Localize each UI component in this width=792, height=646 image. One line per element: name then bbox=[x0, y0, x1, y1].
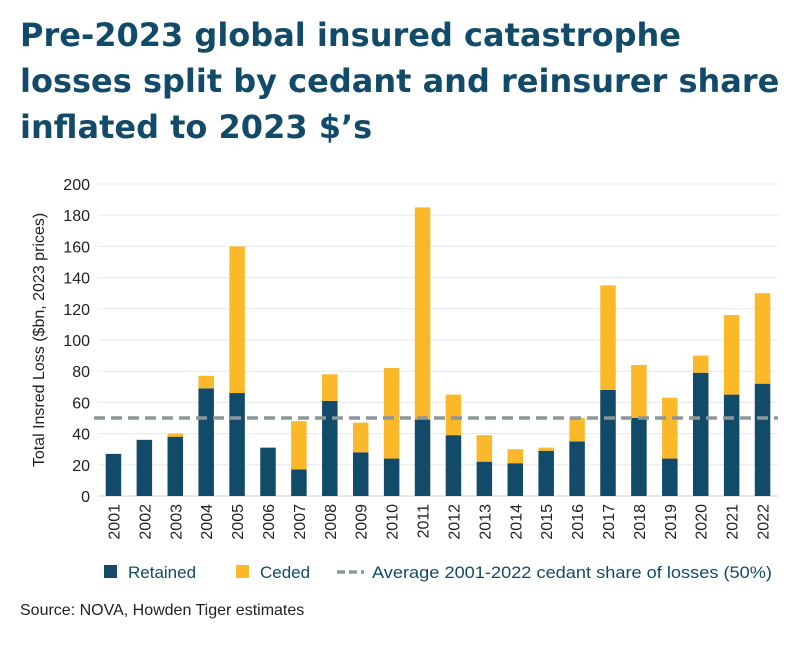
bar-retained-2005 bbox=[229, 393, 245, 496]
bar-retained-2020 bbox=[692, 372, 709, 496]
bar-ceded-2004 bbox=[198, 375, 214, 389]
x-tick-label: 2006 bbox=[261, 504, 278, 540]
chart-title-line-1: Pre-2023 global insured catastrophe bbox=[20, 16, 681, 54]
bar-retained-2019 bbox=[662, 458, 678, 496]
legend-swatch-ceded bbox=[236, 565, 249, 578]
bar-ceded-2013 bbox=[476, 435, 493, 462]
x-tick-label: 2017 bbox=[601, 504, 618, 540]
x-tick-label: 2010 bbox=[385, 504, 402, 540]
bar-retained-2009 bbox=[352, 452, 369, 496]
y-tick-label: 60 bbox=[72, 395, 90, 412]
x-tick-label: 2014 bbox=[508, 504, 525, 540]
legend-label-average: Average 2001-2022 cedant share of losses… bbox=[372, 563, 772, 582]
bar-ceded-2009 bbox=[352, 422, 369, 453]
legend-label-retained: Retained bbox=[128, 563, 196, 582]
y-tick-label: 40 bbox=[72, 427, 90, 444]
bar-retained-2008 bbox=[322, 400, 338, 496]
y-tick-label: 180 bbox=[63, 208, 90, 225]
bar-ceded-2007 bbox=[291, 421, 307, 470]
x-tick-label: 2003 bbox=[168, 504, 185, 540]
bar-ceded-2019 bbox=[662, 397, 678, 459]
bar-ceded-2017 bbox=[600, 285, 616, 390]
y-tick-label: 120 bbox=[63, 302, 90, 319]
x-tick-label: 2005 bbox=[230, 504, 247, 540]
legend-swatch-retained bbox=[104, 565, 117, 578]
bar-ceded-2011 bbox=[414, 207, 431, 420]
bar-retained-2014 bbox=[507, 463, 524, 496]
y-tick-label: 200 bbox=[63, 177, 90, 194]
x-tick-label: 2004 bbox=[199, 504, 216, 540]
bar-ceded-2022 bbox=[754, 293, 771, 384]
legend-label-ceded: Ceded bbox=[260, 563, 310, 582]
bar-ceded-2010 bbox=[383, 368, 400, 459]
y-tick-label: 140 bbox=[63, 271, 90, 288]
y-tick-label: 20 bbox=[72, 458, 90, 475]
x-tick-label: 2022 bbox=[756, 504, 773, 540]
bar-retained-2021 bbox=[723, 394, 740, 496]
bar-ceded-2012 bbox=[445, 394, 462, 436]
bar-retained-2016 bbox=[569, 441, 585, 496]
chart-title-line-2: losses split by cedant and reinsurer sha… bbox=[20, 62, 780, 100]
bar-ceded-2005 bbox=[229, 246, 245, 394]
bar-retained-2018 bbox=[631, 418, 647, 496]
x-tick-label: 2015 bbox=[539, 504, 556, 540]
x-tick-label: 2018 bbox=[632, 504, 649, 540]
chart-title: Pre-2023 global insured catastrophe loss… bbox=[20, 12, 790, 150]
bar-retained-2004 bbox=[198, 388, 214, 496]
bar-retained-2003 bbox=[167, 436, 184, 496]
bar-retained-2010 bbox=[383, 458, 400, 496]
x-tick-label: 2001 bbox=[106, 504, 123, 540]
x-tick-label: 2019 bbox=[663, 504, 680, 540]
bar-retained-2011 bbox=[414, 419, 431, 496]
bar-retained-2022 bbox=[754, 383, 771, 496]
source-note: Source: NOVA, Howden Tiger estimates bbox=[20, 602, 305, 619]
y-axis-label: Total Insred Loss ($bn, 2023 prices) bbox=[31, 213, 48, 467]
x-tick-label: 2002 bbox=[137, 504, 154, 540]
x-tick-label: 2016 bbox=[570, 504, 587, 540]
x-tick-label: 2021 bbox=[725, 504, 742, 540]
bar-ceded-2016 bbox=[569, 418, 585, 442]
y-tick-label: 0 bbox=[81, 489, 90, 506]
bar-ceded-2008 bbox=[322, 374, 338, 401]
x-tick-label: 2013 bbox=[477, 504, 494, 540]
bar-ceded-2021 bbox=[723, 315, 740, 395]
stacked-bar-chart: 0 20 40 60 80 100 120 140 160 180 200 Total Insred … bbox=[31, 177, 778, 582]
bar-retained-2017 bbox=[600, 389, 616, 496]
x-tick-label: 2009 bbox=[354, 504, 371, 540]
x-tick-label: 2007 bbox=[292, 504, 309, 540]
bar-ceded-2003 bbox=[167, 433, 184, 437]
bar-ceded-2018 bbox=[631, 364, 647, 418]
y-tick-label: 160 bbox=[63, 239, 90, 256]
bar-retained-2006 bbox=[260, 447, 276, 496]
bar-retained-2002 bbox=[136, 439, 153, 496]
x-tick-label: 2020 bbox=[694, 504, 711, 540]
bar-retained-2013 bbox=[476, 461, 493, 496]
bar-retained-2001 bbox=[105, 453, 122, 496]
x-tick-label: 2008 bbox=[323, 504, 340, 540]
bar-ceded-2014 bbox=[507, 449, 524, 464]
bar-ceded-2015 bbox=[538, 447, 554, 451]
y-tick-label: 100 bbox=[63, 333, 90, 350]
bar-ceded-2020 bbox=[692, 355, 709, 373]
x-tick-label: 2011 bbox=[416, 504, 433, 539]
bar-retained-2012 bbox=[445, 435, 462, 496]
bar-retained-2015 bbox=[538, 450, 554, 496]
y-tick-label: 80 bbox=[72, 364, 90, 381]
bar-retained-2007 bbox=[291, 469, 307, 496]
chart-title-line-3: inflated to 2023 $’s bbox=[20, 108, 373, 146]
x-tick-label: 2012 bbox=[446, 504, 463, 540]
